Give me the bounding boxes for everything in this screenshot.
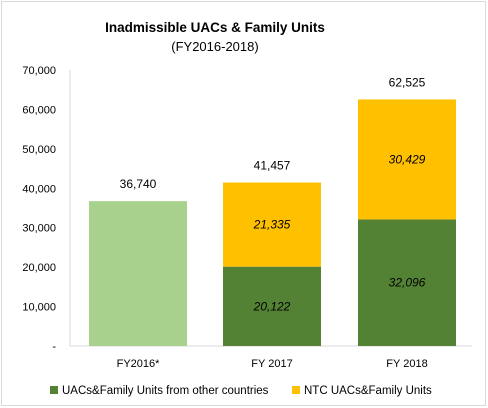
y-tick-label: 30,000 bbox=[22, 223, 56, 235]
legend: UACs&Family Units from other countries NT… bbox=[50, 385, 432, 397]
bar-total-label: 36,740 bbox=[120, 177, 157, 191]
bar-segment-other-countries bbox=[223, 266, 321, 346]
y-tick-label: 70,000 bbox=[22, 65, 56, 77]
y-tick-label: 50,000 bbox=[22, 144, 56, 156]
chart-marks: - 10,000 20,000 30,000 40,000 50,000 60,000 70,… bbox=[22, 65, 456, 370]
chart-subtitle: (FY2016-2018) bbox=[171, 39, 258, 54]
bar-segment-ntc bbox=[358, 99, 456, 220]
y-tick-label: 40,000 bbox=[22, 183, 56, 195]
bar-total-unsplit bbox=[89, 201, 187, 346]
bar-segment-ntc bbox=[223, 182, 321, 267]
x-category-label: FY2016* bbox=[117, 358, 161, 370]
y-tick-label: 60,000 bbox=[22, 104, 56, 116]
bar-segment-other-countries bbox=[358, 219, 456, 346]
x-category-label: FY 2017 bbox=[251, 358, 292, 370]
bar-total-label: 41,457 bbox=[254, 159, 291, 173]
bar-total-label: 62,525 bbox=[389, 75, 426, 89]
legend-other-countries-label: UACs&Family Units from other countries bbox=[62, 385, 269, 397]
x-category-label: FY 2018 bbox=[386, 358, 427, 370]
segment-label-ntc: 21,335 bbox=[253, 218, 291, 232]
legend-ntc-label: NTC UACs&Family Units bbox=[304, 385, 432, 397]
chart-title: Inadmissible UACs & Family Units bbox=[105, 20, 325, 35]
legend-ntc-swatch bbox=[292, 386, 300, 394]
segment-label-ntc: 30,429 bbox=[389, 152, 426, 166]
y-tick-label: - bbox=[52, 341, 56, 353]
segment-label-other-countries: 32,096 bbox=[389, 276, 426, 290]
segment-label-other-countries: 20,122 bbox=[253, 299, 291, 313]
y-tick-label: 20,000 bbox=[22, 262, 56, 274]
y-tick-label: 10,000 bbox=[22, 302, 56, 314]
legend-other-countries-swatch bbox=[50, 386, 58, 394]
